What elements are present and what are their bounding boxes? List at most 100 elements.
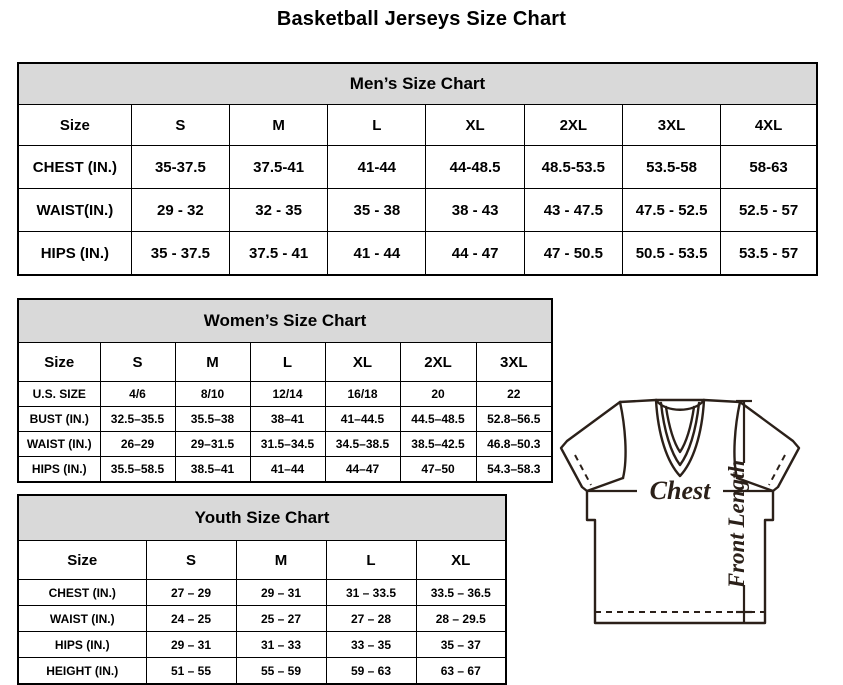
womens-col-header-m: M (174, 342, 251, 382)
mens-cell-waist-4xl: 52.5 - 57 (720, 188, 818, 232)
table-row: WAIST(IN.) 29 - 32 32 - 35 35 - 38 38 - … (17, 188, 818, 232)
womens-cell-hips-s: 35.5–58.5 (99, 456, 176, 483)
right-sleeve-seam (733, 400, 742, 480)
womens-header-row: Size S M L XL 2XL 3XL (17, 342, 553, 382)
womens-cell-waist-2xl: 38.5–42.5 (399, 431, 477, 457)
youth-cell-hips-m: 31 – 33 (235, 631, 327, 658)
mens-cell-hips-l: 41 - 44 (327, 231, 427, 276)
youth-row-label-hips: HIPS (IN.) (17, 631, 147, 658)
shoulder-line (618, 398, 742, 404)
womens-col-header-2xl: 2XL (399, 342, 477, 382)
youth-col-header-size: Size (17, 540, 147, 580)
womens-size-chart-table: Women’s Size Chart Size S M L XL 2XL 3XL… (17, 298, 554, 483)
vneck-outer (654, 398, 706, 478)
youth-size-chart-table: Youth Size Chart Size S M L XL CHEST (IN… (17, 494, 508, 685)
youth-col-header-s: S (145, 540, 237, 580)
mens-col-header-xl: XL (425, 104, 525, 146)
table-row: WAIST (IN.) 26–29 29–31.5 31.5–34.5 34.5… (17, 431, 553, 457)
youth-cell-chest-l: 31 – 33.5 (325, 579, 417, 606)
left-sleeve-hem-dashed (574, 454, 592, 486)
womens-cell-hips-xl: 44–47 (324, 456, 401, 483)
womens-cell-us-size-3xl: 22 (475, 381, 553, 407)
mens-cell-chest-3xl: 53.5-58 (621, 145, 722, 189)
table-row: WAIST (IN.) 24 – 25 25 – 27 27 – 28 28 –… (17, 605, 507, 632)
table-row: BUST (IN.) 32.5–35.5 35.5–38 38–41 41–44… (17, 406, 553, 432)
youth-header-row: Size S M L XL (17, 540, 507, 580)
mens-cell-waist-xl: 38 - 43 (425, 188, 525, 232)
mens-cell-chest-l: 41-44 (327, 145, 427, 189)
womens-cell-waist-l: 31.5–34.5 (249, 431, 326, 457)
mens-col-header-size: Size (17, 104, 132, 146)
jersey-measurement-diagram: Chest Front Length (525, 345, 835, 665)
right-sleeve-hem-dashed (768, 454, 786, 486)
mens-cell-hips-s: 35 - 37.5 (130, 231, 231, 276)
womens-cell-hips-l: 41–44 (249, 456, 326, 483)
mens-col-header-m: M (228, 104, 329, 146)
left-sleeve-seam (618, 400, 627, 480)
table-row: HIPS (IN.) 35 - 37.5 37.5 - 41 41 - 44 4… (17, 231, 818, 276)
youth-chart-caption: Youth Size Chart (17, 494, 507, 541)
youth-cell-hips-s: 29 – 31 (145, 631, 237, 658)
youth-cell-hips-l: 33 – 35 (325, 631, 417, 658)
table-row: HIPS (IN.) 35.5–58.5 38.5–41 41–44 44–47… (17, 456, 553, 483)
womens-cell-us-size-l: 12/14 (249, 381, 326, 407)
youth-cell-chest-s: 27 – 29 (145, 579, 237, 606)
womens-col-header-l: L (249, 342, 326, 382)
vneck-inner (664, 405, 696, 454)
womens-cell-bust-xl: 41–44.5 (324, 406, 401, 432)
womens-col-header-size: Size (17, 342, 101, 382)
youth-col-header-l: L (325, 540, 417, 580)
mens-cell-waist-s: 29 - 32 (130, 188, 231, 232)
mens-cell-chest-xl: 44-48.5 (425, 145, 525, 189)
womens-cell-bust-2xl: 44.5–48.5 (399, 406, 477, 432)
mens-row-label-hips: HIPS (IN.) (17, 231, 132, 276)
mens-cell-hips-2xl: 47 - 50.5 (523, 231, 623, 276)
womens-cell-bust-l: 38–41 (249, 406, 326, 432)
jersey-body-outline (585, 489, 775, 625)
womens-cell-bust-s: 32.5–35.5 (99, 406, 176, 432)
table-row: HIPS (IN.) 29 – 31 31 – 33 33 – 35 35 – … (17, 631, 507, 658)
left-sleeve-shape (559, 400, 625, 493)
mens-cell-chest-s: 35-37.5 (130, 145, 231, 189)
youth-cell-waist-xl: 28 – 29.5 (415, 605, 507, 632)
womens-cell-hips-m: 38.5–41 (174, 456, 251, 483)
youth-row-label-chest: CHEST (IN.) (17, 579, 147, 606)
youth-row-label-height: HEIGHT (IN.) (17, 657, 147, 685)
youth-col-header-m: M (235, 540, 327, 580)
womens-cell-waist-s: 26–29 (99, 431, 176, 457)
womens-row-label-waist: WAIST (IN.) (17, 431, 101, 457)
mens-col-header-l: L (327, 104, 427, 146)
womens-cell-hips-3xl: 54.3–58.3 (475, 456, 553, 483)
mens-cell-chest-m: 37.5-41 (228, 145, 329, 189)
youth-cell-waist-s: 24 – 25 (145, 605, 237, 632)
mens-col-header-2xl: 2XL (523, 104, 623, 146)
womens-cell-us-size-xl: 16/18 (324, 381, 401, 407)
youth-cell-chest-xl: 33.5 – 36.5 (415, 579, 507, 606)
mens-caption-row: Men’s Size Chart (17, 62, 818, 105)
mens-cell-waist-m: 32 - 35 (228, 188, 329, 232)
mens-col-header-s: S (130, 104, 231, 146)
youth-col-header-xl: XL (415, 540, 507, 580)
youth-cell-chest-m: 29 – 31 (235, 579, 327, 606)
womens-chart-caption: Women’s Size Chart (17, 298, 553, 343)
womens-cell-hips-2xl: 47–50 (399, 456, 477, 483)
mens-cell-hips-m: 37.5 - 41 (228, 231, 329, 276)
mens-row-label-waist: WAIST(IN.) (17, 188, 132, 232)
youth-caption-row: Youth Size Chart (17, 494, 507, 541)
womens-cell-us-size-s: 4/6 (99, 381, 176, 407)
table-row: CHEST (IN.) 35-37.5 37.5-41 41-44 44-48.… (17, 145, 818, 189)
mens-header-row: Size S M L XL 2XL 3XL 4XL (17, 104, 818, 146)
youth-row-label-waist: WAIST (IN.) (17, 605, 147, 632)
womens-row-label-hips: HIPS (IN.) (17, 456, 101, 483)
mens-cell-waist-3xl: 47.5 - 52.5 (621, 188, 722, 232)
mens-cell-chest-4xl: 58-63 (720, 145, 818, 189)
collar-band (654, 398, 706, 411)
womens-cell-us-size-2xl: 20 (399, 381, 477, 407)
youth-cell-height-s: 51 – 55 (145, 657, 237, 685)
womens-col-header-s: S (99, 342, 176, 382)
right-sleeve-shape (735, 400, 801, 493)
mens-cell-hips-xl: 44 - 47 (425, 231, 525, 276)
youth-cell-height-xl: 63 – 67 (415, 657, 507, 685)
mens-cell-hips-3xl: 50.5 - 53.5 (621, 231, 722, 276)
mens-size-chart-table: Men’s Size Chart Size S M L XL 2XL 3XL 4… (17, 62, 818, 276)
